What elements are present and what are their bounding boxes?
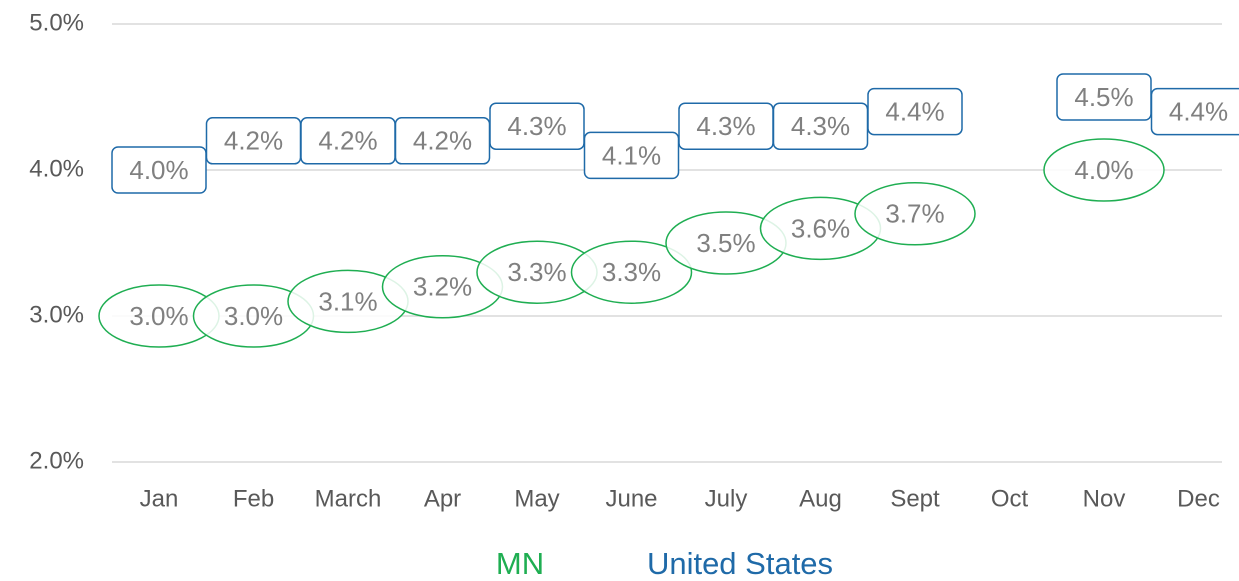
x-tick-label: Oct [991, 485, 1029, 512]
data-label: 4.0% [1074, 155, 1133, 185]
data-label: 4.3% [507, 111, 566, 141]
y-tick-label: 2.0% [29, 447, 84, 474]
x-tick-label: Nov [1083, 485, 1126, 512]
data-label: 4.0% [129, 155, 188, 185]
data-label: 3.1% [318, 286, 377, 316]
data-label-marker [867, 87, 963, 136]
data-label: 3.0% [224, 301, 283, 331]
data-label: 3.6% [791, 213, 850, 243]
data-label-marker [1043, 138, 1165, 202]
x-tick-label: Dec [1177, 485, 1220, 512]
legend-entry: MN [496, 546, 544, 581]
legend-entry: United States [647, 546, 833, 581]
y-tick-label: 5.0% [29, 9, 84, 36]
data-label-marker [1150, 87, 1239, 136]
data-label-marker [583, 131, 680, 180]
data-label: 3.5% [696, 228, 755, 258]
x-tick-label: Feb [233, 485, 274, 512]
x-tick-label: Sept [890, 485, 940, 512]
y-tick-label: 4.0% [29, 155, 84, 182]
data-label-marker [570, 240, 693, 304]
data-label-marker [489, 102, 585, 150]
data-label: 3.3% [507, 257, 566, 287]
data-label: 4.2% [413, 126, 472, 156]
data-label: 4.3% [791, 111, 850, 141]
x-tick-label: Jan [140, 485, 179, 512]
data-label-marker [854, 182, 976, 246]
data-label: 4.4% [885, 96, 944, 126]
data-label: 3.7% [885, 199, 944, 229]
data-label: 4.2% [318, 126, 377, 156]
data-label: 3.2% [413, 272, 472, 302]
data-label: 4.4% [1169, 96, 1228, 126]
data-label-marker [111, 146, 207, 194]
x-tick-label: July [705, 485, 748, 512]
x-tick-label: Aug [799, 485, 842, 512]
data-label: 4.2% [224, 126, 283, 156]
x-tick-label: June [605, 485, 657, 512]
x-tick-label: May [514, 485, 559, 512]
data-label: 4.5% [1074, 82, 1133, 112]
x-tick-label: Apr [424, 485, 461, 512]
y-tick-label: 3.0% [29, 301, 84, 328]
data-label: 4.1% [602, 140, 661, 170]
x-tick-label: March [315, 485, 382, 512]
data-label: 3.3% [602, 257, 661, 287]
data-label: 4.3% [696, 111, 755, 141]
data-label: 3.0% [129, 301, 188, 331]
